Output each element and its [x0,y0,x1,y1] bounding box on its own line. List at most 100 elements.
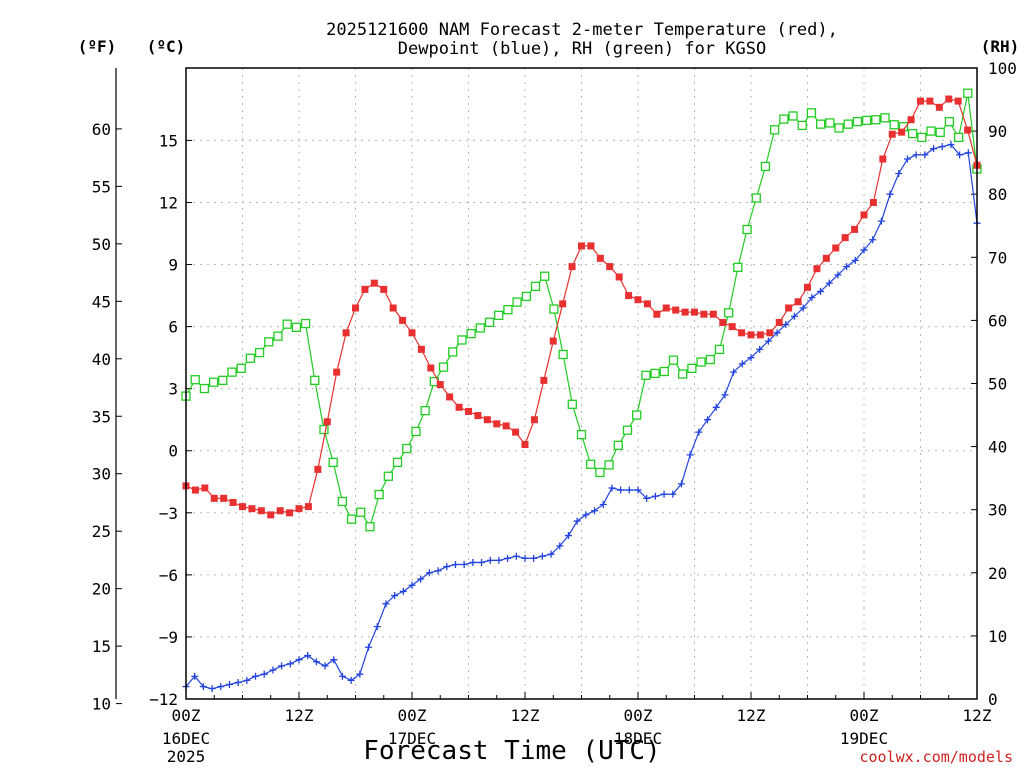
temperature-point [295,505,303,513]
dewpoint-point [556,542,564,550]
temperature-point [474,412,482,420]
rh-point [328,457,338,468]
dewpoint-point [321,662,329,670]
dewpoint-point [252,672,260,680]
series-layer [181,88,982,693]
fahrenheit-tick-label: 45 [92,292,111,311]
dewpoint-point [938,143,946,151]
temperature-point [286,509,294,517]
temperature-point [945,95,953,103]
temperature-point [813,265,821,273]
dewpoint-point [825,279,833,287]
rh-point [696,357,706,367]
temperature-point [756,331,764,339]
rh-point [356,507,366,517]
dewpoint-point [530,554,538,562]
temperature-point [446,393,454,401]
fahrenheit-tick-label: 40 [92,350,111,369]
dewpoint-point [643,494,651,502]
temperature-point [201,484,209,492]
rh-point [926,126,936,136]
dewpoint-point [851,256,859,264]
rh-point [245,353,256,363]
rh-point [678,369,688,379]
rh-point [503,305,513,315]
x-tick-label: 12Z [737,706,766,725]
temperature-point [728,323,736,331]
dewpoint-point [564,532,572,540]
x-tick-label: 12Z [963,706,992,725]
dewpoint-point [790,312,798,320]
rh-point [963,88,973,98]
celsius-tick-label: −3 [159,504,178,523]
temperature-point [248,505,256,513]
dewpoint-point [434,567,442,575]
plot-frame [185,67,978,700]
rh-point [300,318,311,329]
rh-tick-label: 70 [988,248,1007,267]
temperature-point [766,329,774,337]
dewpoint-point [338,672,346,680]
temperature-point [643,300,651,308]
series-2-meter-temperature [182,95,981,519]
dewpoint-point [869,236,877,244]
rh-tick-label: 30 [988,501,1007,520]
fahrenheit-tick-label: 50 [92,235,111,254]
temperature-point [333,368,341,376]
dewpoint-point [756,345,764,353]
dewpoint-point [295,656,303,664]
rh-point [622,425,633,435]
celsius-tick-label: −12 [149,690,178,709]
dewpoint-point [886,190,894,198]
rh-point [843,119,853,129]
dewpoint-point [356,670,364,678]
rh-point [834,123,844,133]
dewpoint-point [651,492,659,500]
temperature-point [587,242,595,250]
rh-tick-label: 50 [988,375,1007,394]
rh-point [907,128,918,139]
dewpoint-point [608,484,616,492]
rh-point [291,322,302,332]
temperature-point [775,318,783,326]
rh-point [788,111,798,121]
rh-tick-label: 0 [988,690,998,709]
dewpoint-point [617,486,625,494]
dewpoint-point [782,321,790,329]
celsius-tick-label: −9 [159,628,178,647]
rh-point [733,262,743,273]
rh-point [825,118,835,128]
dewpoint-point [956,151,964,159]
rh-point [604,460,614,470]
dewpoint-point [312,658,320,666]
temperature-point [257,507,265,515]
rh-point [236,363,246,374]
rh-point [935,127,945,138]
rh-point [549,304,559,314]
dewpoint-point [373,623,381,631]
rh-point [475,323,485,333]
rh-point [650,368,660,379]
rh-point [714,344,725,355]
temperature-point [436,381,444,389]
dewpoint-point [947,141,955,149]
rh-tick-label: 90 [988,122,1007,141]
temperature-point [785,304,793,312]
chart-title-line2: Dewpoint (blue), RH (green) for KGSO [398,39,766,59]
rh-tick-label: 20 [988,564,1007,583]
rh-tick-label: 10 [988,627,1007,646]
celsius-tick-label: 12 [159,193,178,212]
rh-point [613,440,623,450]
celsius-tick-label: 9 [168,256,178,275]
credit-text: coolwx.com/models [859,748,1013,766]
rh-point [576,429,587,440]
fahrenheit-tick-label: 15 [92,637,111,656]
dewpoint-point [217,683,225,691]
rh-point [668,355,679,365]
rh-point [586,459,596,469]
dewpoint-point [425,569,433,577]
rh-point [852,116,863,127]
x-tick-label: 00Z [850,706,879,725]
rh-point [466,329,476,339]
dewpoint-point [234,678,242,686]
